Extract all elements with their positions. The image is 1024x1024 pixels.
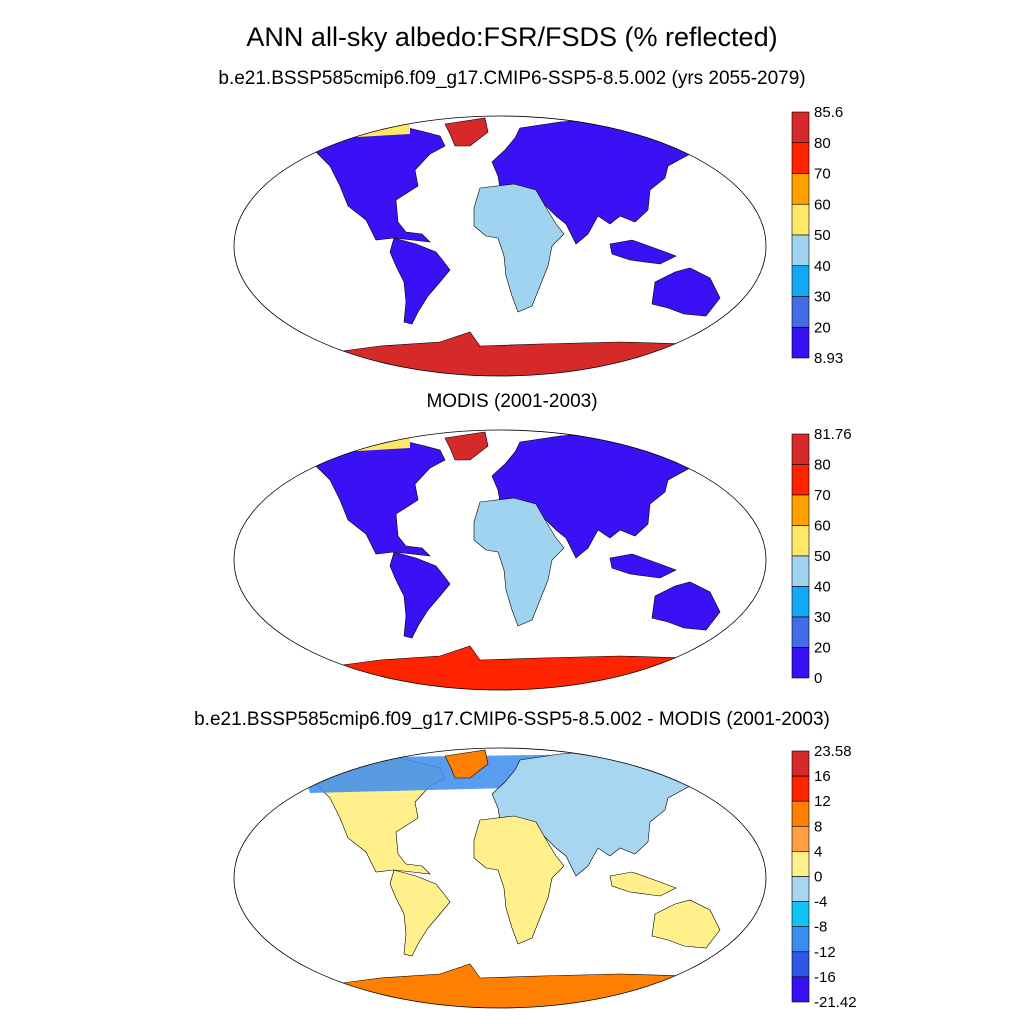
colorbar-1-label: 85.6 <box>814 104 843 121</box>
map-land-1 <box>234 116 766 376</box>
colorbar-1-swatch <box>791 203 810 236</box>
land-australia <box>651 899 721 949</box>
land-indonesia <box>609 239 677 265</box>
colorbar-3-label: 16 <box>814 768 831 785</box>
colorbar-3-label: 12 <box>814 793 831 810</box>
colorbar-2-label: 60 <box>814 518 831 535</box>
map-panel-1 <box>234 116 766 376</box>
colorbar-2-swatch <box>791 586 810 618</box>
colorbar-1-label: 80 <box>814 135 831 152</box>
land-south-america <box>389 237 451 325</box>
colorbar-1-label: 50 <box>814 227 831 244</box>
land-greenland <box>444 749 489 779</box>
land-north-america <box>313 439 446 557</box>
colorbar-2-swatch <box>791 647 810 679</box>
colorbar-1-label: 20 <box>814 319 831 336</box>
land-australia <box>651 267 721 317</box>
colorbar-3-swatch <box>791 876 810 902</box>
colorbar-3-label: -8 <box>814 919 827 936</box>
land-africa <box>473 183 565 313</box>
colorbar-1-label: 30 <box>814 289 831 306</box>
colorbar-2-label: 81.76 <box>814 426 852 443</box>
colorbar-3-label: -12 <box>814 944 836 961</box>
colorbar-2-label: 70 <box>814 487 831 504</box>
colorbar-1-swatch <box>791 142 810 174</box>
map-land-2 <box>234 430 766 690</box>
colorbar-1-swatch <box>791 326 810 359</box>
colorbar-2-swatch <box>791 555 810 587</box>
colorbar-1-swatch <box>791 111 810 144</box>
colorbar-3-swatch <box>791 976 810 1003</box>
colorbar-3-swatch <box>791 750 810 777</box>
colorbar-3-swatch <box>791 926 810 953</box>
colorbar-2-swatch <box>791 494 810 526</box>
panel-2-title: MODIS (2001-2003) <box>426 391 598 412</box>
colorbar-1-swatch <box>791 265 810 297</box>
land-africa <box>473 497 565 627</box>
land-indonesia <box>609 553 677 579</box>
colorbar-3-swatch <box>791 775 810 802</box>
colorbar-3-swatch <box>791 825 810 852</box>
colorbar-3-swatch <box>791 800 810 827</box>
colorbar-2-swatch <box>791 525 810 557</box>
colorbar-2-label: 30 <box>814 609 831 626</box>
colorbar-3-label: 8 <box>814 818 822 835</box>
colorbar-3-label: -21.42 <box>814 994 857 1011</box>
colorbar-2-swatch <box>791 616 810 648</box>
colorbar-1-label: 40 <box>814 258 831 275</box>
land-australia <box>651 581 721 631</box>
colorbar-2-label: 40 <box>814 579 831 596</box>
colorbar-1-label: 8.93 <box>814 350 843 367</box>
colorbar-1-label: 70 <box>814 166 831 183</box>
land-africa <box>473 815 565 945</box>
colorbar-3-label: -4 <box>814 894 827 911</box>
map-border-3 <box>233 747 767 1009</box>
map-panel-3 <box>234 748 766 1008</box>
land-greenland <box>444 431 489 461</box>
land-greenland <box>444 117 489 147</box>
map-panel-2 <box>234 430 766 690</box>
colorbar-3-swatch <box>791 851 810 877</box>
colorbar-2-swatch <box>791 464 810 496</box>
colorbar-3-swatch <box>791 901 810 927</box>
colorbar-2-label: 0 <box>814 670 822 687</box>
colorbar-2-label: 50 <box>814 548 831 565</box>
land-indonesia <box>609 871 677 897</box>
colorbar-3-label: 23.58 <box>814 743 852 760</box>
colorbar-3-label: -16 <box>814 969 836 986</box>
land-south-america <box>389 869 451 957</box>
colorbar-1-swatch <box>791 234 810 267</box>
land-south-america <box>389 551 451 639</box>
colorbar-3-swatch <box>791 951 810 978</box>
colorbar-1-swatch <box>791 173 810 205</box>
map-border-1 <box>233 115 767 377</box>
land-north-america <box>313 125 446 243</box>
colorbar-2-label: 20 <box>814 640 831 657</box>
map-land-3 <box>234 748 766 1008</box>
main-title: ANN all-sky albedo:FSR/FSDS (% reflected… <box>246 22 778 52</box>
colorbar-3-label: 0 <box>814 869 822 886</box>
colorbar-3-label: 4 <box>814 843 822 860</box>
panel-3-title: b.e21.BSSP585cmip6.f09_g17.CMIP6-SSP5-8.… <box>194 709 830 730</box>
colorbar-1-swatch <box>791 296 810 328</box>
map-border-2 <box>233 429 767 691</box>
colorbar-2-swatch <box>791 433 810 465</box>
panel-1-title: b.e21.BSSP585cmip6.f09_g17.CMIP6-SSP5-8.… <box>218 68 806 89</box>
colorbar-2-label: 80 <box>814 457 831 474</box>
colorbar-1-label: 60 <box>814 196 831 213</box>
